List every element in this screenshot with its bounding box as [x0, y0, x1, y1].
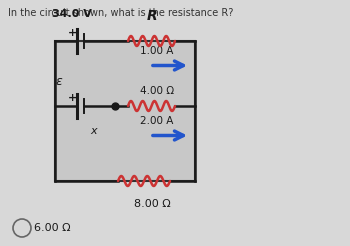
Text: In the circuit shown, what is the resistance R?: In the circuit shown, what is the resist… [8, 8, 233, 18]
Bar [55, 41, 195, 181]
Text: 6.00 Ω: 6.00 Ω [34, 223, 71, 233]
Text: +: + [68, 93, 77, 103]
Text: ε: ε [56, 75, 63, 88]
Text: 2.00 A: 2.00 A [140, 116, 173, 125]
Text: 34.0 V: 34.0 V [52, 9, 92, 19]
Text: +: + [68, 28, 77, 38]
Text: R: R [147, 9, 157, 23]
Text: 8.00 Ω: 8.00 Ω [134, 199, 171, 209]
Text: 1.00 A: 1.00 A [140, 46, 173, 56]
Text: x: x [90, 126, 97, 136]
Text: 4.00 Ω: 4.00 Ω [140, 86, 174, 95]
